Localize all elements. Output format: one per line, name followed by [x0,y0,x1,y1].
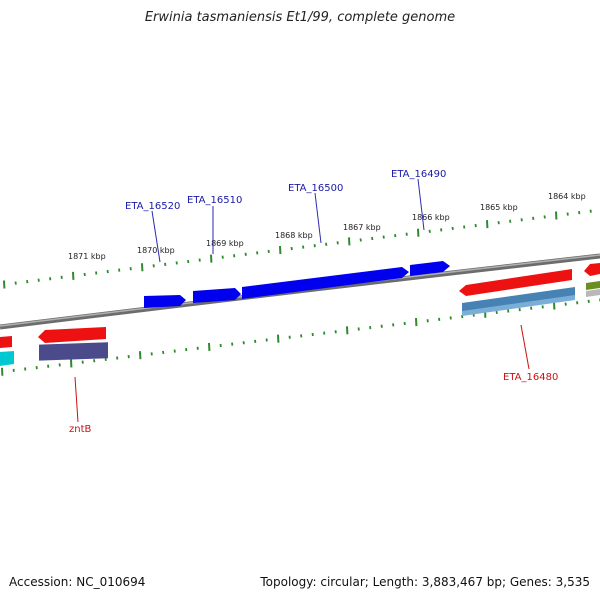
feature-purple-block[interactable] [39,342,108,361]
scale-label-1866: 1866 kbp [412,213,450,222]
reverse-gene-labels: ETA_16480 zntB [69,372,558,435]
reverse-genes [0,263,600,366]
scale-label-1867: 1867 kbp [343,223,381,232]
scale-label-1864: 1864 kbp [548,192,586,201]
scale-label-1868: 1868 kbp [275,231,313,240]
forward-gene-labels: ETA_16520 ETA_16510 ETA_16500 ETA_16490 [125,169,446,212]
feature-steel-block-shadow [462,295,575,316]
label-ETA_16490[interactable]: ETA_16490 [391,169,446,180]
gene-zntB[interactable] [38,327,106,343]
genome-summary-text: Topology: circular; Length: 3,883,467 bp… [260,575,590,589]
upper-scale-ruler [3,209,592,289]
label-ETA_16500[interactable]: ETA_16500 [288,183,343,194]
feature-grey-block [586,289,600,297]
gene-ETA_16500[interactable] [242,267,409,299]
reverse-label-leaders [74,324,530,423]
forward-label-leaders [151,178,425,263]
forward-genes [144,261,450,308]
gene-red-left-edge[interactable] [0,336,12,348]
map-title: Erwinia tasmaniensis Et1/99, complete ge… [144,10,456,25]
label-zntB[interactable]: zntB [69,424,92,435]
label-ETA_16510[interactable]: ETA_16510 [187,195,242,206]
feature-olive-block[interactable] [586,281,600,290]
gene-ETA_16520[interactable] [144,295,186,308]
scale-labels: 1871 kbp 1870 kbp 1869 kbp 1868 kbp 1867… [68,192,586,261]
feature-cyan-block[interactable] [0,351,14,366]
gene-red-right-edge[interactable] [584,263,600,276]
accession-text: Accession: NC_010694 [9,575,146,589]
gene-ETA_16480[interactable] [459,269,572,296]
label-ETA_16520[interactable]: ETA_16520 [125,201,180,212]
scale-label-1865: 1865 kbp [480,203,518,212]
gene-ETA_16490[interactable] [410,261,450,276]
genome-backbone [0,253,600,330]
scale-label-1870: 1870 kbp [137,246,175,255]
scale-label-1871: 1871 kbp [68,252,106,261]
label-ETA_16480[interactable]: ETA_16480 [503,372,558,383]
gene-ETA_16510[interactable] [193,288,241,303]
scale-label-1869: 1869 kbp [206,239,244,248]
